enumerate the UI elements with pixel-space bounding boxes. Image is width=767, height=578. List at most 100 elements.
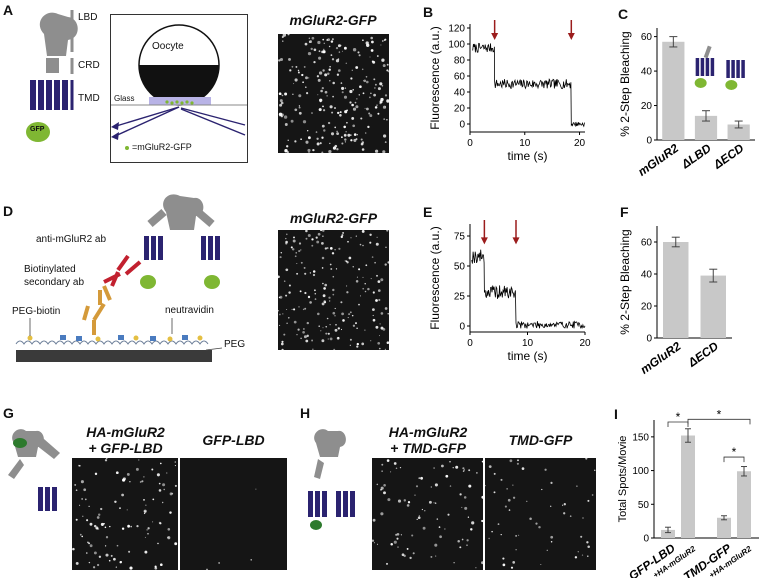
- fluorescent-spot: [342, 231, 345, 234]
- fluorescent-spot: [381, 58, 385, 62]
- significance-bracket-lbd: [667, 421, 689, 428]
- fluorescent-spot: [129, 566, 133, 570]
- fluorescent-spot: [138, 459, 140, 461]
- micrograph-spots-d: [277, 229, 390, 351]
- fluorescent-spot: [372, 314, 374, 317]
- fluorescent-spot: [367, 125, 370, 129]
- fluorescent-spot: [304, 42, 308, 46]
- fluorescent-spot: [356, 98, 358, 100]
- fluorescent-spot: [467, 516, 470, 518]
- fluorescent-spot: [385, 562, 389, 565]
- fluorescent-spot: [434, 502, 437, 504]
- fluorescent-spot: [283, 280, 286, 282]
- fluorescent-spot: [343, 46, 347, 50]
- fluorescent-spot: [334, 307, 336, 310]
- fluorescent-spot: [351, 314, 354, 317]
- fluorescent-spot: [280, 342, 284, 346]
- fluorescent-spot: [279, 103, 283, 107]
- fluorescent-spot: [342, 319, 345, 322]
- fluorescent-spot: [515, 549, 517, 551]
- fluorescent-spot: [476, 472, 478, 474]
- fluorescent-spot: [411, 534, 414, 537]
- fluorescent-spot: [349, 311, 352, 314]
- fluorescent-spot: [126, 509, 128, 511]
- fluorescent-spot: [352, 48, 357, 52]
- fluorescent-spot: [174, 465, 176, 467]
- image-title-h2: TMD-GFP: [508, 432, 573, 448]
- fluorescent-spot: [550, 540, 553, 543]
- fluorescent-spot: [587, 545, 590, 548]
- chart-e: 0 25 50 75 0 10 20 time (s) Fluorescence (a.u.): [428, 220, 591, 363]
- fluorescent-spot: [121, 527, 125, 530]
- fluorescent-spot: [424, 510, 426, 512]
- fluorescent-spot: [329, 142, 331, 145]
- fluorescent-spot: [406, 504, 410, 507]
- fluorescent-spot: [307, 130, 309, 132]
- fluorescent-spot: [347, 240, 349, 243]
- fluorescent-spot: [152, 498, 155, 501]
- fluorescent-spot: [332, 275, 335, 278]
- y-tick-label: 80: [454, 56, 466, 67]
- fluorescent-spot: [335, 59, 340, 63]
- fluorescent-spot: [105, 536, 109, 539]
- fluorescent-spot: [337, 69, 341, 72]
- fluorescent-spot: [292, 93, 294, 95]
- fluorescent-spot: [86, 552, 88, 554]
- fluorescent-spot: [145, 504, 147, 506]
- fluorescent-spot: [96, 516, 100, 519]
- fluorescent-spot: [325, 326, 327, 328]
- fluorescent-spot: [282, 313, 284, 315]
- fluorescent-spot: [147, 527, 150, 530]
- fluorescent-spot: [298, 242, 302, 245]
- fluorescent-spot: [459, 493, 462, 496]
- fluorescent-spot: [288, 284, 291, 287]
- y-tick-label: 40: [454, 88, 466, 99]
- fluorescent-spot: [430, 555, 433, 558]
- fluorescent-spot: [81, 535, 84, 538]
- fluorescent-spot: [321, 302, 325, 306]
- fluorescent-spot: [296, 262, 298, 265]
- fluorescent-spot: [349, 89, 353, 94]
- fluorescent-spot: [344, 260, 346, 262]
- significance-bracket-tmd: [723, 456, 745, 463]
- fluorescent-spot: [488, 465, 492, 468]
- fluorescent-spot: [403, 554, 406, 558]
- significance-bracket-lbd-star: *: [676, 410, 681, 424]
- bar: [727, 124, 750, 140]
- fluorescent-spot: [327, 121, 331, 125]
- fluorescent-spot: [329, 300, 331, 302]
- fluorescent-spot: [331, 252, 335, 255]
- fluorescent-spot: [358, 54, 361, 57]
- x-tick-label: 10: [519, 138, 531, 149]
- fluorescent-spot: [129, 481, 131, 483]
- x-tick-label: 10: [522, 338, 534, 349]
- micrograph-spots-a: [278, 33, 390, 154]
- fluorescent-spot: [359, 243, 362, 246]
- micrograph-spots-g2: [205, 488, 257, 571]
- fluorescent-spot: [418, 515, 420, 517]
- fluorescent-spot: [466, 544, 468, 546]
- fluorescent-spot: [291, 308, 293, 310]
- fluorescent-spot: [303, 266, 306, 269]
- fluorescent-spot: [323, 48, 325, 51]
- fluorescent-spot: [352, 324, 356, 327]
- fluorescent-spot: [509, 459, 513, 463]
- fluorescent-spot: [577, 551, 579, 553]
- fluorescent-spot: [332, 95, 334, 98]
- receptor-icon-decd: [725, 60, 745, 90]
- fluorescent-spot: [359, 295, 362, 297]
- fluorescent-spot: [303, 335, 307, 339]
- fluorescent-spot: [294, 108, 298, 112]
- fluorescent-spot: [322, 69, 325, 72]
- fluorescent-spot: [390, 543, 393, 546]
- y-axis-label: Fluorescence (a.u.): [428, 26, 442, 129]
- fluorescent-spot: [370, 340, 372, 342]
- fluorescent-spot: [369, 56, 371, 58]
- fluorescent-spot: [386, 119, 388, 121]
- fluorescent-spot: [319, 100, 322, 103]
- tirf-schematic-box: [110, 14, 248, 163]
- fluorescent-spot: [453, 562, 455, 564]
- fluorescent-spot: [512, 496, 516, 499]
- fluorescent-spot: [311, 339, 314, 342]
- fluorescent-spot: [346, 285, 348, 287]
